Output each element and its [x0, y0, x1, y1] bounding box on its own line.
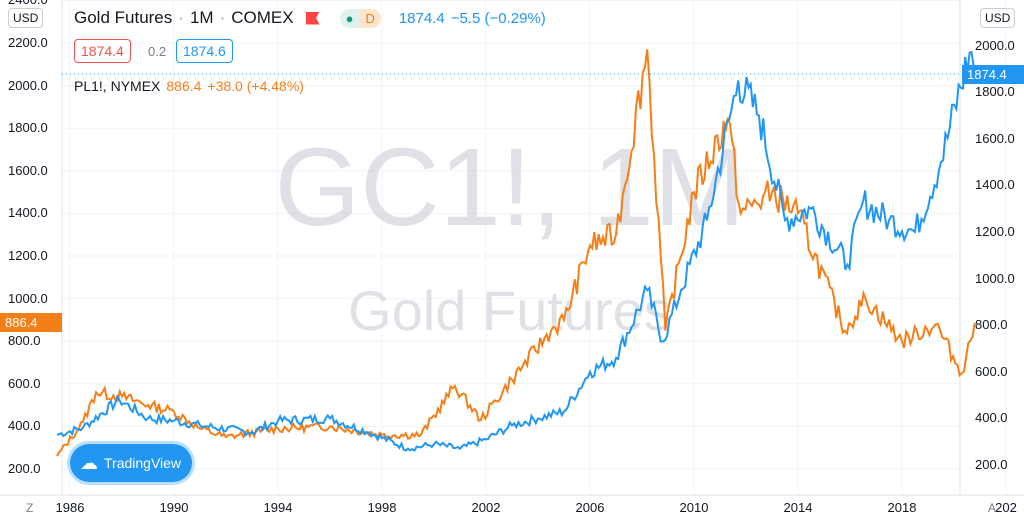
left-axis-tick: 800.0: [8, 333, 41, 349]
exchange: COMEX: [231, 8, 294, 27]
auto-scale-button[interactable]: A: [988, 501, 997, 515]
x-axis-tick: 1998: [367, 500, 397, 515]
market-status-badge[interactable]: ● D: [339, 8, 381, 28]
last-price: 1874.4: [398, 9, 445, 27]
left-axis-tick: 2400.0: [8, 0, 48, 7]
tradingview-logo[interactable]: ☁ TradingView: [70, 444, 192, 482]
x-axis-tick: 2006: [575, 500, 605, 515]
price-change: −5.5 (−0.29%): [450, 9, 546, 27]
x-axis-tick: 2002: [471, 500, 501, 515]
watermark-symbol: GC1!, 1M: [275, 126, 746, 249]
bid-button[interactable]: 1874.4: [74, 39, 131, 63]
x-axis-tick: 2018: [887, 500, 917, 515]
left-axis-tick: 1400.0: [8, 205, 48, 221]
watermark-name: Gold Futures: [348, 279, 672, 342]
right-axis-tick: 400.0: [975, 410, 1008, 426]
interval: 1M: [189, 8, 214, 27]
x-axis-tick: 2010: [679, 500, 709, 515]
left-axis-tick: 1600.0: [8, 162, 48, 178]
flag-icon[interactable]: [305, 11, 320, 25]
left-axis-tick: 1200.0: [8, 248, 48, 263]
left-axis-tick: 200.0: [8, 461, 41, 476]
left-axis-tick: 600.0: [8, 375, 41, 391]
x-axis-tick: 1986: [55, 500, 85, 515]
right-axis-tick: 2000.0: [975, 37, 1015, 53]
platinum-series-line: [56, 49, 976, 457]
separator: ·: [219, 8, 226, 27]
x-axis-tick: 2014: [783, 500, 813, 515]
legend-compare[interactable]: PL1!, NYMEX 886.4 +38.0 (+4.48%): [74, 78, 304, 94]
right-axis-tick: 1800.0: [975, 84, 1015, 100]
status-dot-icon: ●: [339, 8, 360, 28]
right-axis-tick: 1400.0: [975, 177, 1015, 193]
ask-button[interactable]: 1874.6: [176, 39, 233, 63]
platinum-price-tag: 886.4: [0, 313, 62, 332]
left-axis-tick: 2200.0: [8, 35, 48, 50]
left-axis-tick: 2000.0: [8, 77, 48, 93]
x-axis-tick: 202: [995, 500, 1017, 515]
right-axis-tick: 1200.0: [975, 224, 1015, 239]
legend-main[interactable]: Gold Futures · 1M · COMEX ● D 1874.4 −5.…: [74, 8, 546, 28]
right-axis-tick: 1000.0: [975, 270, 1015, 286]
compare-symbol: PL1!, NYMEX: [74, 78, 161, 94]
logo-text: TradingView: [104, 455, 182, 471]
right-axis-tick: 600.0: [975, 363, 1008, 379]
right-axis-tick: 200.0: [975, 457, 1008, 472]
x-axis-tick: 1990: [159, 500, 189, 515]
auto-zoom-button[interactable]: Z: [26, 501, 34, 515]
left-axis-tick: 1000.0: [8, 290, 48, 306]
compare-last: 886.4: [166, 78, 202, 94]
delayed-badge: D: [359, 8, 381, 28]
symbol-name: Gold Futures: [74, 8, 173, 27]
right-axis-tick: 1600.0: [975, 130, 1015, 146]
compare-change: +38.0 (+4.48%): [207, 78, 304, 94]
separator: ·: [178, 8, 184, 27]
spread: 0.2: [148, 44, 167, 59]
gold-series-line: [56, 50, 981, 452]
left-axis-tick: 1800.0: [8, 120, 48, 136]
left-axis-tick: 400.0: [8, 418, 41, 434]
right-axis-tick: 800.0: [975, 317, 1008, 333]
gold-price-tag: 1874.4: [962, 65, 1024, 84]
left-currency-button[interactable]: USD: [8, 8, 44, 28]
cloud-icon: ☁: [80, 452, 98, 473]
x-axis-tick: 1994: [263, 500, 293, 515]
right-currency-button[interactable]: USD: [980, 8, 1016, 28]
